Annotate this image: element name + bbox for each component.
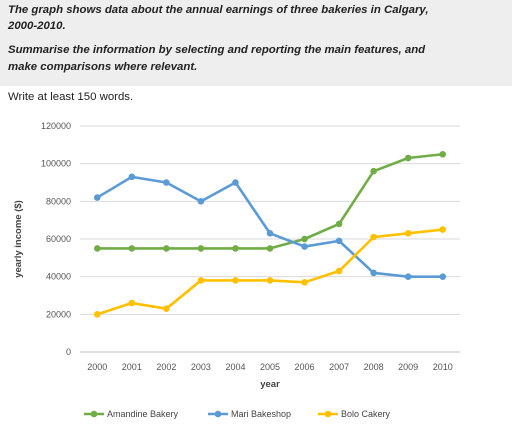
x-axis-ticks: 2000 2001 2002 2003 2004 2005 2006 2007 2008 2009… xyxy=(87,362,452,372)
data-point xyxy=(93,245,101,252)
x-tick-label: 2000 xyxy=(87,362,107,372)
data-point xyxy=(266,277,274,284)
data-point xyxy=(370,167,377,175)
data-point xyxy=(266,230,274,237)
x-tick-label: 2006 xyxy=(295,362,315,372)
data-point xyxy=(163,245,170,252)
x-tick-label: 2007 xyxy=(329,362,349,372)
y-tick-label: 120000 xyxy=(41,121,71,131)
data-point xyxy=(232,245,239,252)
data-point xyxy=(404,230,412,237)
legend-marker xyxy=(324,410,332,418)
legend-item: Mari Bakeshop xyxy=(208,409,291,419)
data-point xyxy=(197,277,205,284)
data-point xyxy=(163,305,170,312)
x-tick-label: 2005 xyxy=(260,362,280,372)
data-point xyxy=(232,179,239,186)
data-point xyxy=(439,226,447,233)
legend-marker xyxy=(214,410,222,418)
x-tick-label: 2001 xyxy=(122,362,142,372)
y-tick-label: 80000 xyxy=(46,196,71,206)
data-point xyxy=(439,150,447,158)
prompt-line-4: make comparisons where relevant. xyxy=(8,61,198,73)
data-point xyxy=(93,311,101,318)
x-tick-label: 2002 xyxy=(156,362,176,372)
x-tick-label: 2010 xyxy=(433,362,453,372)
x-tick-label: 2008 xyxy=(364,362,384,372)
prompt-line-2: 2000-2010. xyxy=(8,20,66,32)
legend-marker xyxy=(90,410,98,418)
series-0 xyxy=(93,150,447,252)
data-point xyxy=(128,173,136,181)
data-point xyxy=(335,220,343,228)
data-point xyxy=(93,194,101,201)
prompt-line-3: Summarise the information by selecting a… xyxy=(8,44,426,56)
x-axis-title: year xyxy=(260,379,280,390)
data-point xyxy=(404,154,412,162)
series-line xyxy=(96,175,443,278)
data-point xyxy=(301,235,308,243)
data-point xyxy=(370,269,377,277)
data-point xyxy=(335,237,343,245)
data-point xyxy=(128,245,136,252)
data-point xyxy=(197,198,205,205)
y-axis-ticks: 0 20000 40000 60000 80000 100000 120000 xyxy=(41,121,71,357)
legend: Amandine Bakery Mari Bakeshop Bolo Cakery xyxy=(84,409,391,419)
y-tick-label: 60000 xyxy=(46,234,71,244)
y-tick-label: 20000 xyxy=(46,309,71,319)
data-point xyxy=(404,273,412,280)
series-group xyxy=(93,150,447,318)
data-point xyxy=(370,233,377,241)
legend-item: Bolo Cakery xyxy=(318,409,391,419)
data-point xyxy=(301,243,308,250)
data-point xyxy=(335,267,343,275)
data-point xyxy=(301,279,308,286)
x-tick-label: 2009 xyxy=(398,362,418,372)
gridlines xyxy=(80,125,460,353)
word-count-instruction: Write at least 150 words. xyxy=(8,91,134,103)
prompt-line-1: The graph shows data about the annual ea… xyxy=(8,4,429,16)
legend-label: Bolo Cakery xyxy=(341,409,391,419)
data-point xyxy=(439,273,447,280)
data-point xyxy=(163,179,170,186)
legend-item: Amandine Bakery xyxy=(84,409,179,419)
y-tick-label: 40000 xyxy=(46,272,71,282)
prompt-box: The graph shows data about the annual ea… xyxy=(0,0,512,86)
data-point xyxy=(128,299,136,307)
legend-label: Mari Bakeshop xyxy=(231,409,291,419)
legend-label: Amandine Bakery xyxy=(107,409,179,419)
data-point xyxy=(232,277,239,284)
y-tick-label: 0 xyxy=(66,347,71,357)
series-line xyxy=(96,228,443,316)
x-tick-label: 2004 xyxy=(225,362,245,372)
data-point xyxy=(266,245,274,252)
series-2 xyxy=(93,226,447,318)
x-tick-label: 2003 xyxy=(191,362,211,372)
series-1 xyxy=(93,173,447,280)
y-axis-title: yearly income ($) xyxy=(13,200,24,278)
y-tick-label: 100000 xyxy=(41,159,71,169)
data-point xyxy=(197,245,205,252)
